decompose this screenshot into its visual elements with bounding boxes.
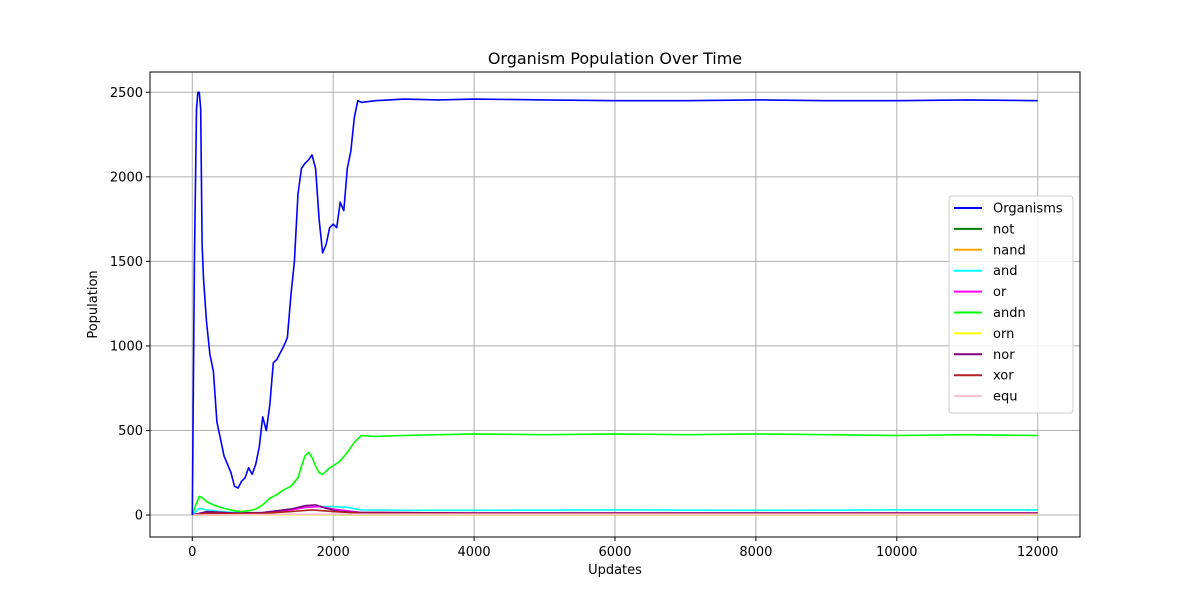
legend-label-or: or: [993, 285, 1007, 300]
y-tick-label: 1000: [110, 339, 143, 354]
x-tick-label: 6000: [598, 545, 631, 560]
series-lines: [191, 91, 1038, 516]
legend-label-equ: equ: [993, 390, 1018, 405]
series-line-equ: [192, 513, 1038, 516]
legend: Organisms not nand and or andn orn nor xor equ: [948, 195, 1074, 414]
legend-label-xor: xor: [993, 369, 1014, 384]
x-tick-label: 2000: [317, 545, 350, 560]
x-axis-label: Updates: [588, 563, 642, 578]
x-tick-label: 8000: [739, 545, 772, 560]
x-tick-label: 12000: [1017, 545, 1058, 560]
legend-label-nand: nand: [993, 243, 1026, 258]
x-tick-label: 4000: [458, 545, 491, 560]
y-axis-label: Population: [86, 270, 101, 338]
legend-label-and: and: [993, 264, 1017, 279]
x-tick-label: 10000: [876, 545, 917, 560]
legend-label-not: not: [993, 222, 1014, 237]
axis-ticks: 0 2000 4000 6000 8000 10000 12000 0 500 1000 1500 2…: [110, 86, 1059, 560]
legend-label-nor: nor: [993, 348, 1015, 363]
chart-title: Organism Population Over Time: [488, 49, 742, 68]
legend-label-organisms: Organisms: [993, 202, 1063, 217]
y-tick-label: 2500: [110, 86, 143, 101]
legend-label-orn: orn: [993, 327, 1014, 342]
y-tick-label: 2000: [110, 170, 143, 185]
y-tick-label: 1500: [110, 255, 143, 270]
y-tick-label: 500: [118, 424, 143, 439]
series-line-andn: [191, 433, 1038, 516]
series-line-organisms: [191, 91, 1038, 516]
x-tick-label: 0: [188, 545, 196, 560]
legend-label-andn: andn: [993, 306, 1026, 321]
y-tick-label: 0: [135, 509, 143, 524]
